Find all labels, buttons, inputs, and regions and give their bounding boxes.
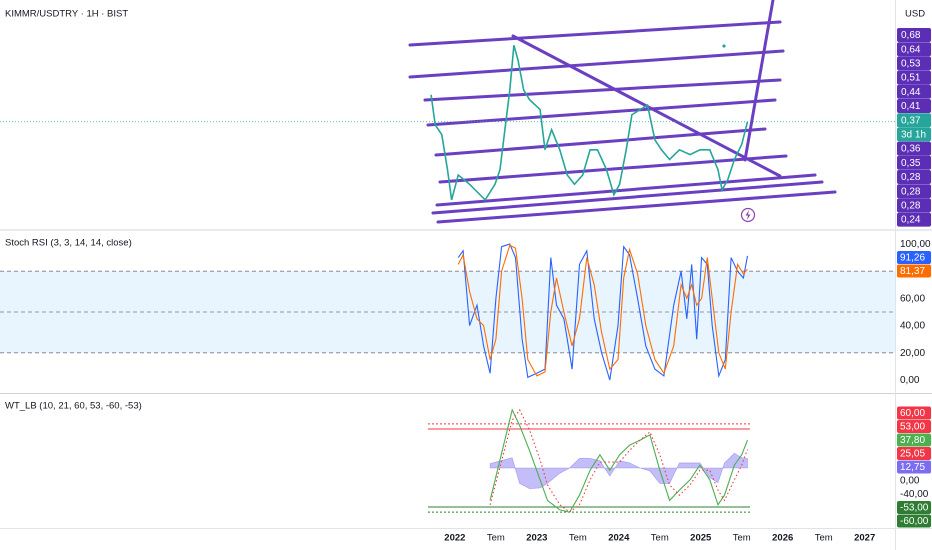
x-tick-label: 2023 <box>526 533 547 544</box>
x-tick-label: Tem <box>569 533 587 544</box>
axis-badge <box>897 501 931 514</box>
x-tick-label: Tem <box>487 533 505 544</box>
last-price-badge: 0,37 <box>901 115 921 126</box>
price-badge: 0,28 <box>901 186 921 197</box>
axis-badge <box>897 264 931 278</box>
trend-line <box>426 98 777 127</box>
pane-title: KIMMR/USDTRY · 1H · BIST <box>5 9 128 20</box>
axis-badge <box>897 28 931 42</box>
axis-badge <box>897 250 931 264</box>
axis-badge <box>897 155 931 170</box>
y-tick-label: 0,00 <box>900 375 920 386</box>
price-badge: 0,28 <box>901 172 921 183</box>
y-tick-label: 0,00 <box>900 476 920 487</box>
price-badge: 0,28 <box>901 201 921 212</box>
trend-line <box>434 127 767 157</box>
trend-line <box>423 78 782 102</box>
axis-badge <box>897 406 931 420</box>
axis-badge <box>897 184 931 199</box>
axis-badge <box>897 514 931 528</box>
series-line <box>430 44 749 202</box>
x-tick-label: 2022 <box>444 533 465 544</box>
y-tick-label: 60,00 <box>900 294 925 305</box>
histogram-area <box>489 452 748 489</box>
last-value-badge: 12,75 <box>900 462 925 473</box>
axis-badge <box>897 127 931 142</box>
axis-badge <box>897 141 931 156</box>
series-line <box>489 408 749 513</box>
axis-badge <box>897 42 931 57</box>
x-tick-label: Tem <box>815 533 833 544</box>
price-badge: 0,44 <box>901 87 921 98</box>
pane-title: Stoch RSI (3, 3, 14, 14, close) <box>5 238 132 249</box>
pane-title: WT_LB (10, 21, 60, 53, -60, -53) <box>5 401 142 412</box>
price-badge: 0,51 <box>901 73 921 84</box>
y-tick-label: 20,00 <box>900 348 925 359</box>
series-line <box>457 244 748 377</box>
trend-line <box>743 0 775 162</box>
trend-lines <box>408 0 837 224</box>
price-badge: 0,41 <box>901 101 921 112</box>
price-badge: 0,35 <box>901 158 921 169</box>
axis-badge <box>897 447 931 460</box>
last-value-badge: 37,80 <box>900 435 925 446</box>
y-tick-label: -40,00 <box>900 489 929 500</box>
axis-badge <box>897 198 931 213</box>
price-badge: 0,36 <box>901 144 921 155</box>
last-value-badge: 91,26 <box>900 253 925 264</box>
lightning-icon[interactable] <box>740 207 756 223</box>
axis-badge <box>897 433 931 447</box>
x-tick-label: 2026 <box>772 533 793 544</box>
axis-badge <box>897 170 931 184</box>
axis-badge <box>897 420 931 433</box>
trend-line <box>408 20 782 47</box>
trend-line <box>408 49 785 79</box>
icon-bolt[interactable] <box>745 210 751 220</box>
price-badge: 0,68 <box>901 30 921 41</box>
trend-line <box>436 190 837 224</box>
marker-dot <box>722 44 726 48</box>
axis-unit: USD <box>905 9 925 20</box>
x-tick-label: Tem <box>651 533 669 544</box>
axis-badge <box>897 99 931 113</box>
x-tick-label: 2025 <box>690 533 712 544</box>
axis-badge <box>897 56 931 71</box>
axis-badge <box>897 70 931 85</box>
band-label: 60,00 <box>900 408 925 419</box>
y-tick-label: 40,00 <box>900 321 925 332</box>
x-tick-label: 2027 <box>854 533 875 544</box>
band-label: -60,00 <box>900 516 929 527</box>
price-badge: 0,64 <box>901 44 921 55</box>
last-value-badge: 81,37 <box>900 266 925 277</box>
x-tick-label: Tem <box>733 533 751 544</box>
price-badge: 0,24 <box>901 215 921 226</box>
axis-badge <box>897 212 931 227</box>
x-tick-label: 2024 <box>608 533 630 544</box>
band-label: 53,00 <box>900 422 925 433</box>
axis-badge <box>897 460 931 474</box>
y-tick-label: 100,00 <box>900 239 931 250</box>
last-value-badge: 25,05 <box>900 449 925 460</box>
trend-line <box>431 180 824 215</box>
axis-badge <box>897 113 931 128</box>
axis-badge <box>897 84 931 99</box>
price-badge: 0,53 <box>901 59 921 70</box>
band-label: -53,00 <box>900 503 929 514</box>
trend-line <box>435 173 817 207</box>
countdown-badge: 3d 1h <box>901 130 926 141</box>
